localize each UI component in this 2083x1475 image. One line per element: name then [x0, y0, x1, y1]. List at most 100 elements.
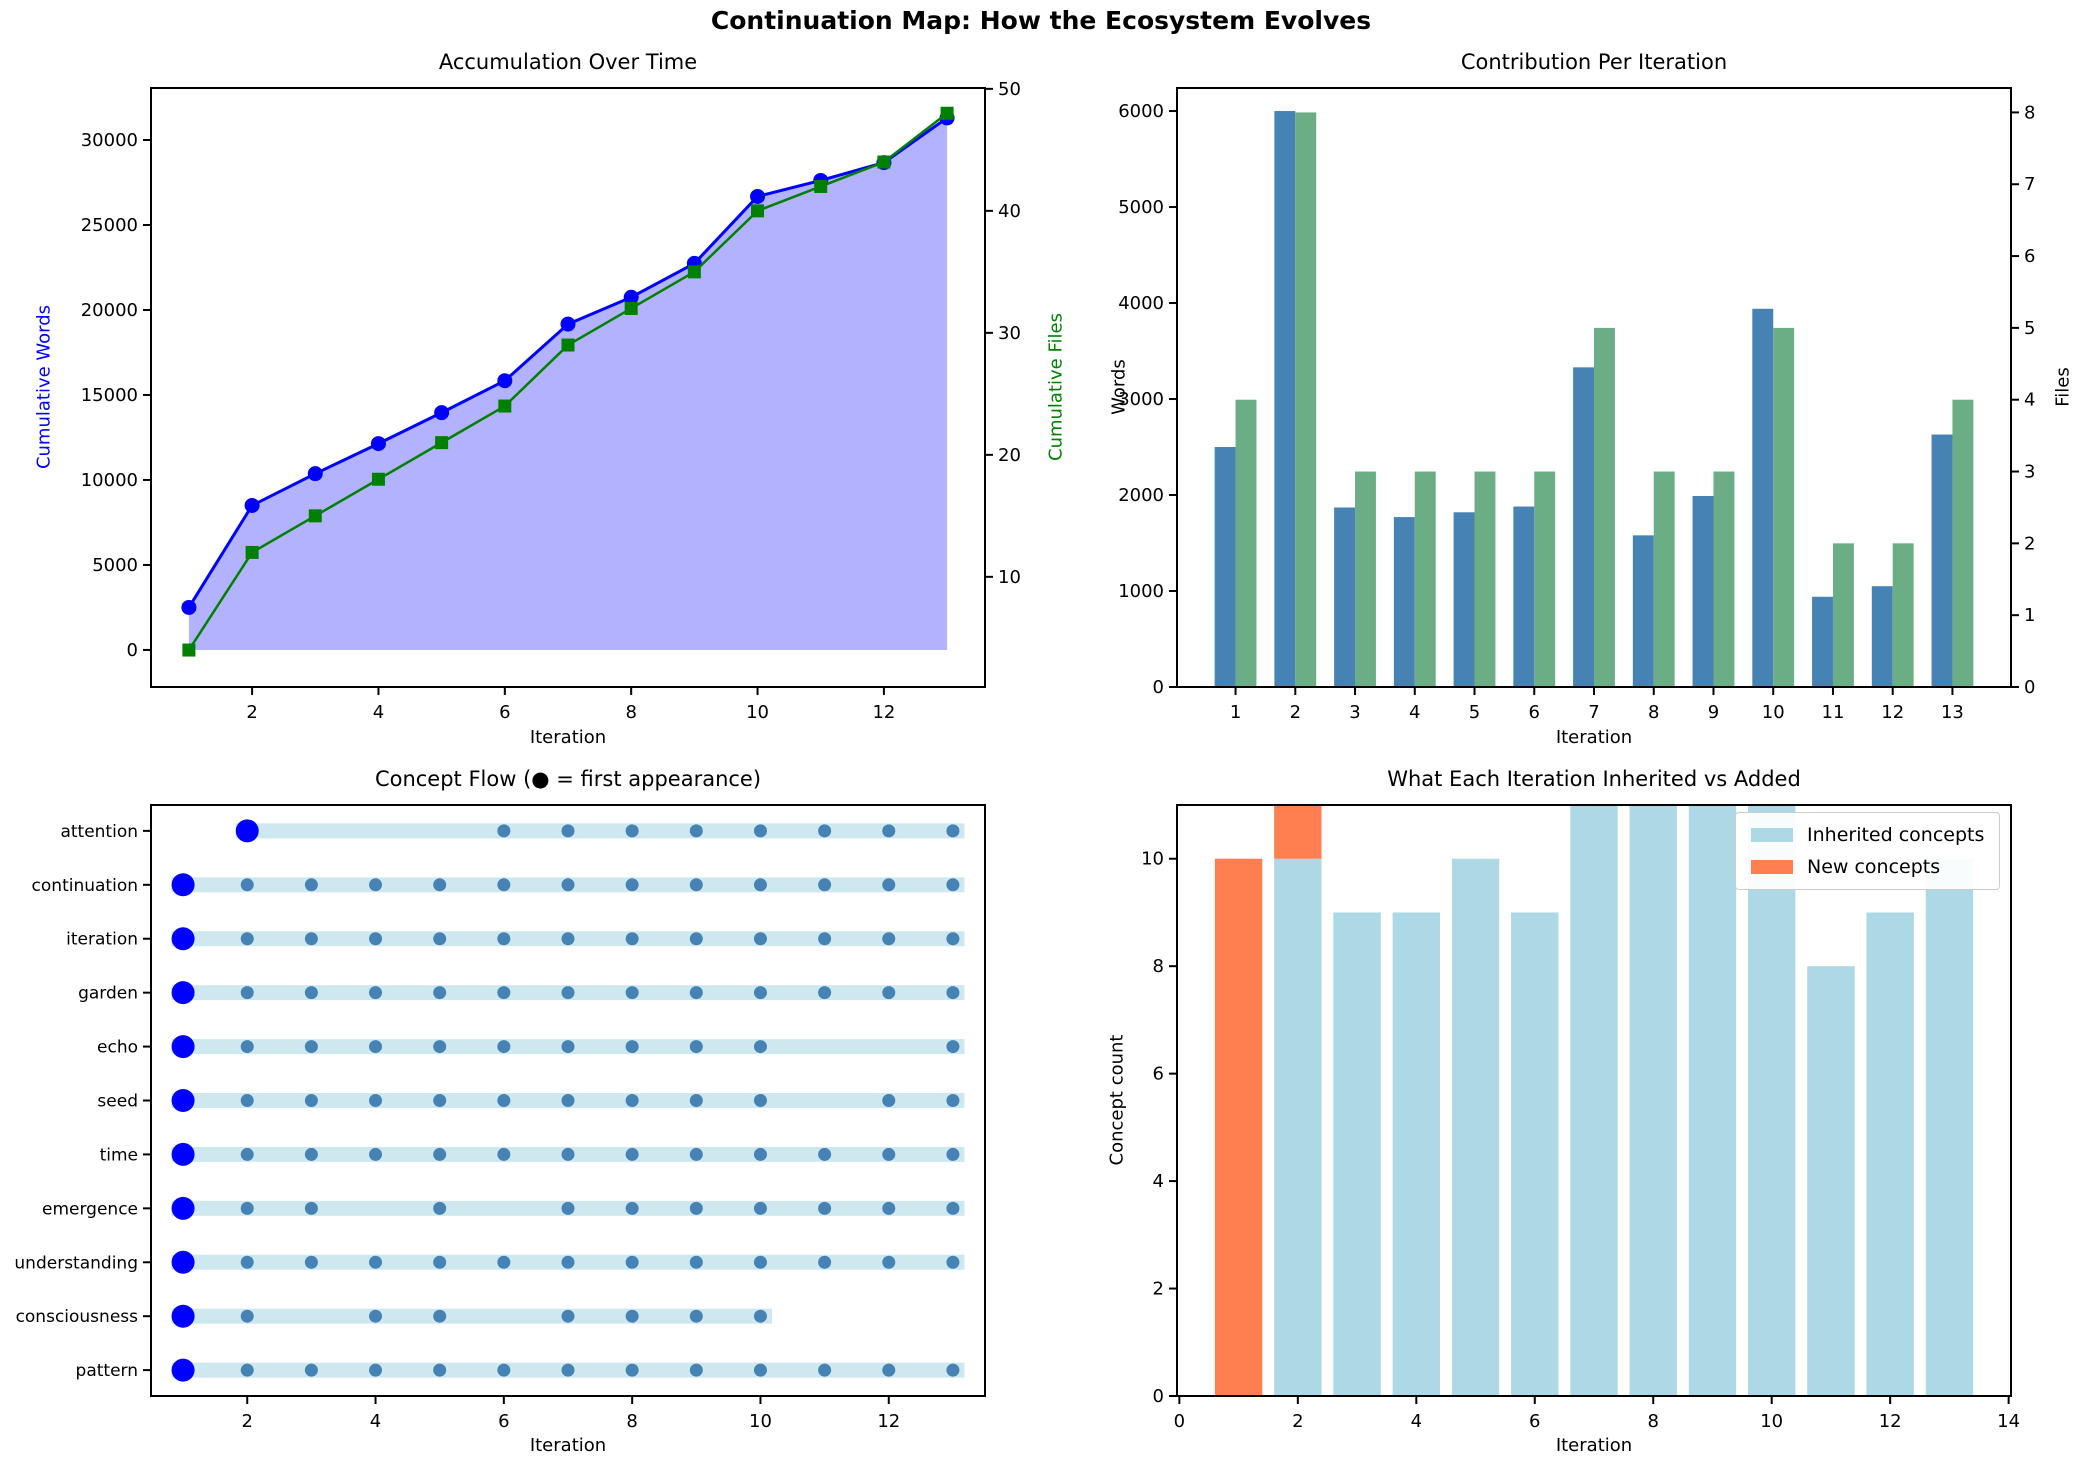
appearance-dot [561, 1201, 575, 1215]
appearance-dot [240, 932, 254, 946]
inherited-vs-added-title: What Each Iteration Inherited vs Added [1387, 767, 1801, 791]
svg-text:12: 12 [877, 1411, 900, 1432]
concept-label: understanding [14, 1253, 138, 1273]
svg-text:3000: 3000 [1118, 389, 1164, 410]
contribution-title: Contribution Per Iteration [1460, 50, 1728, 74]
svg-text:2000: 2000 [1118, 485, 1164, 506]
svg-text:30000: 30000 [81, 130, 138, 151]
contribution-ylabel-right: Files [2052, 367, 2074, 407]
legend-label-inherited: Inherited concepts [1807, 824, 1985, 846]
files-bar [1773, 327, 1795, 687]
words-marker [244, 497, 260, 513]
files-marker [561, 338, 575, 352]
appearance-dot [433, 986, 447, 1000]
svg-text:9: 9 [1708, 702, 1719, 723]
first-appearance-dot [171, 1196, 195, 1220]
appearance-dot [689, 878, 703, 892]
svg-text:14: 14 [1997, 1411, 2020, 1432]
appearance-dot [689, 1147, 703, 1161]
figure-title: Continuation Map: How the Ecosystem Evol… [710, 6, 1372, 35]
appearance-dot [561, 824, 575, 838]
concept_flow-plot: attention continuation iteration garden echo… [14, 804, 986, 1432]
inherited-vs-added-xlabel: Iteration [1555, 1435, 1633, 1456]
first-appearance-dot [171, 1304, 195, 1328]
appearance-dot [240, 1363, 254, 1377]
appearance-dot [946, 1040, 960, 1054]
files-bar [1892, 543, 1914, 687]
words-bar [1214, 447, 1236, 687]
svg-text:20000: 20000 [81, 300, 138, 321]
appearance-dot [689, 1094, 703, 1107]
appearance-dot [304, 1363, 318, 1377]
first-appearance-dot [171, 1142, 195, 1166]
svg-text:10: 10 [998, 567, 1021, 588]
inherited-vs-added-ylabel: Concept count [1106, 1034, 1128, 1166]
words-area-fill [188, 117, 948, 650]
appearance-dot [369, 1255, 383, 1269]
appearance-dot [882, 878, 896, 892]
appearance-dot [818, 878, 832, 892]
appearance-dot [369, 1363, 383, 1377]
files-bar [1474, 471, 1496, 687]
words-bar [1334, 507, 1356, 687]
appearance-dot [689, 1309, 703, 1323]
svg-text:12: 12 [1879, 1411, 1902, 1432]
appearance-dot [433, 878, 447, 892]
files-bar [1235, 399, 1257, 687]
concept-label: seed [97, 1092, 138, 1112]
appearance-dot [689, 932, 703, 946]
appearance-dot [240, 1309, 254, 1323]
svg-text:10: 10 [1762, 702, 1785, 723]
svg-text:6: 6 [1529, 702, 1540, 723]
appearance-dot [561, 1255, 575, 1269]
svg-text:6: 6 [1153, 1064, 1164, 1085]
appearance-dot [946, 1147, 960, 1161]
words-bar [1692, 495, 1714, 687]
accumulation-xlabel: Iteration [529, 727, 607, 748]
inherited-bar [1392, 912, 1440, 1396]
inherited-bar [1866, 912, 1914, 1396]
appearance-dot [625, 878, 639, 892]
inherited-bar [1333, 912, 1381, 1396]
svg-text:25000: 25000 [81, 215, 138, 236]
svg-text:4: 4 [370, 1411, 381, 1432]
files-marker [245, 545, 259, 559]
appearance-dot [818, 1201, 832, 1215]
svg-text:5: 5 [2024, 318, 2035, 339]
appearance-dot [369, 1309, 383, 1323]
appearance-dot [497, 1255, 511, 1269]
svg-text:0: 0 [127, 640, 138, 661]
appearance-dot [818, 1363, 832, 1377]
svg-text:30: 30 [998, 323, 1021, 344]
appearance-dot [433, 1147, 447, 1161]
axes-box [1176, 804, 2012, 1397]
svg-text:6: 6 [1529, 1411, 1540, 1432]
new-bar [1214, 858, 1263, 1396]
files-marker [814, 179, 828, 193]
svg-text:3: 3 [1349, 702, 1360, 723]
appearance-dot [753, 1255, 767, 1269]
svg-text:2: 2 [1292, 1411, 1303, 1432]
files-marker [751, 204, 765, 218]
inherited-bar [1925, 858, 1974, 1396]
concept-label: consciousness [16, 1307, 139, 1327]
appearance-dot [369, 1147, 383, 1161]
appearance-dot [240, 878, 254, 892]
appearance-dot [946, 1363, 960, 1377]
words-bar [1752, 308, 1774, 687]
appearance-dot [689, 1201, 703, 1215]
svg-text:4: 4 [373, 702, 384, 723]
appearance-dot [561, 986, 575, 1000]
svg-text:6000: 6000 [1118, 101, 1164, 122]
appearance-dot [240, 1094, 254, 1107]
appearance-dot [689, 1363, 703, 1377]
appearance-dot [304, 1040, 318, 1054]
appearance-dot [946, 1255, 960, 1269]
words-marker [181, 599, 197, 615]
svg-text:7: 7 [1588, 702, 1599, 723]
files-marker [498, 399, 512, 413]
svg-text:1: 1 [2024, 605, 2035, 626]
appearance-dot [497, 986, 511, 1000]
contribution-plot: 1 2 3 4 5 6 7 8 9 10 11 12 1301000200030004000500060… [1118, 87, 2035, 723]
accumulation-ylabel-left: Cumulative Words [33, 304, 55, 470]
